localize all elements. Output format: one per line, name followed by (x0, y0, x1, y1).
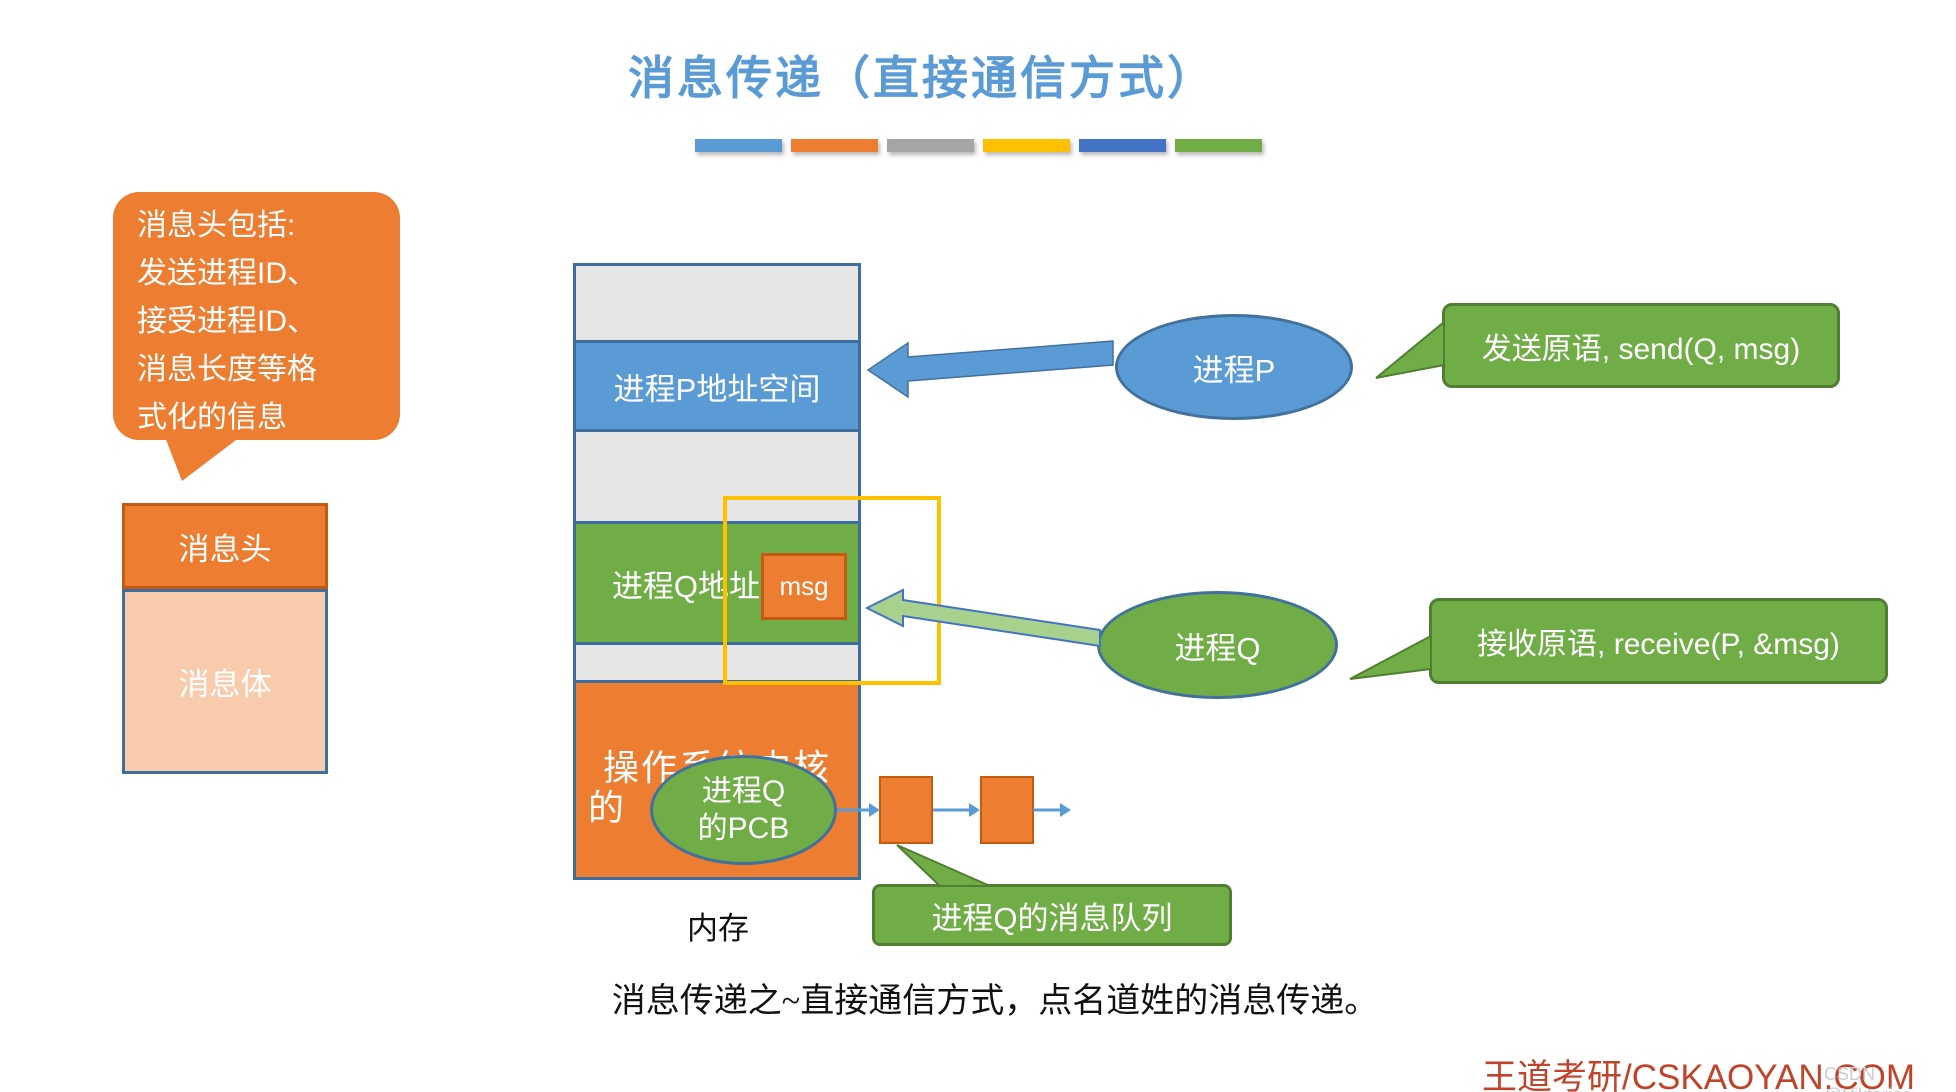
message-header-note-bubble: 消息头包括: 发送进程ID、 接受进程ID、 消息长度等格 式化的信息 (113, 192, 400, 440)
title-accent-bars (695, 139, 1262, 152)
pcb-label-line2: 的PCB (697, 812, 790, 845)
msg-box: msg (761, 553, 847, 620)
process-q-ellipse: 进程Q (1097, 591, 1338, 699)
note-bubble-tail-shape (165, 437, 240, 481)
accent-bar-dblue (1079, 139, 1166, 152)
message-queue-callout: 进程Q的消息队列 (872, 884, 1232, 946)
note-line: 发送进程ID、 (137, 257, 317, 290)
accent-bar-blue (695, 139, 782, 152)
accent-bar-orange (791, 139, 878, 152)
memory-label: 内存 (687, 911, 749, 946)
slide-caption: 消息传递之~直接通信方式，点名道姓的消息传递。 (611, 983, 1379, 1020)
note-line: 消息长度等格 (137, 353, 317, 386)
queue-callout-tail-shape (896, 844, 991, 887)
watermark-text: CSDN @Viktoriae (1824, 1064, 1912, 1092)
message-queue-node (879, 776, 933, 844)
receive-callout-tail-shape (1349, 634, 1432, 680)
message-queue-node (980, 776, 1034, 844)
highlight-rectangle (723, 496, 941, 685)
slide-title: 消息传递（直接通信方式） (628, 53, 1216, 104)
accent-bar-green (1175, 139, 1262, 152)
pcb-label-line1: 进程Q (701, 775, 786, 808)
process-p-ellipse: 进程P (1115, 314, 1353, 420)
send-arrow (866, 340, 1114, 399)
note-line: 式化的信息 (137, 401, 287, 434)
send-primitive-callout: 发送原语, send(Q, msg) (1442, 303, 1840, 388)
accent-bar-gray (887, 139, 974, 152)
queue-link-arrowhead (1060, 803, 1071, 817)
accent-bar-yellow (983, 139, 1070, 152)
os-kernel-label-line2: 的 (588, 787, 625, 828)
queue-link-arrowhead (969, 803, 980, 817)
note-line: 消息头包括: (137, 209, 296, 242)
branding-text: 王道考研/CSKAOYAN.COM (1482, 1058, 1916, 1092)
send-callout-tail-shape (1375, 319, 1445, 379)
process-p-address-space: 进程P地址空间 (576, 340, 858, 432)
receive-primitive-callout: 接收原语, receive(P, &msg) (1429, 598, 1888, 684)
note-line: 接受进程ID、 (137, 305, 317, 338)
process-q-pcb-ellipse: 进程Q 的PCB (650, 755, 837, 865)
message-body-box: 消息体 (122, 589, 328, 774)
message-header-box: 消息头 (122, 503, 328, 589)
